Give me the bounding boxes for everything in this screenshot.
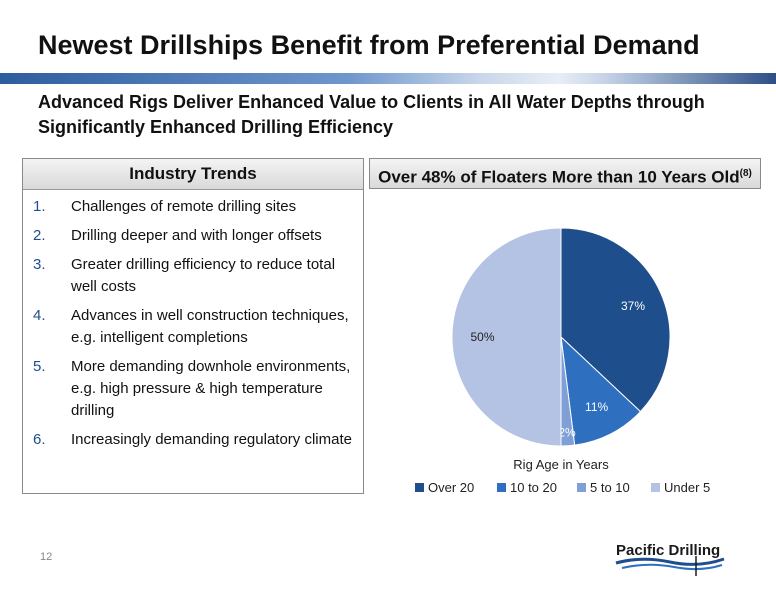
trend-number: 3. (33, 256, 46, 273)
pie-data-label: 37% (621, 299, 645, 313)
pie-data-label: 50% (471, 330, 495, 344)
legend-swatch (415, 483, 424, 492)
chart-heading: Over 48% of Floaters More than 10 Years … (369, 158, 761, 189)
chart-heading-text: Over 48% of Floaters More than 10 Years … (378, 167, 740, 187)
legend-label: 10 to 20 (510, 480, 557, 494)
trend-list: 1. Challenges of remote drilling sites 2. D… (23, 190, 363, 451)
trend-text: Advances in well construction techniques… (71, 307, 349, 346)
legend-swatch (577, 483, 586, 492)
legend-label: Under 5 (664, 480, 710, 494)
trend-text: More demanding downhole environments, e.… (71, 358, 351, 419)
trend-item: 3. Greater drilling efficiency to reduce … (23, 254, 363, 298)
legend-swatch (651, 483, 660, 492)
legend-label: 5 to 10 (590, 480, 630, 494)
trend-text: Increasingly demanding regulatory climat… (71, 431, 352, 448)
pacific-drilling-logo: Pacific Drilling (615, 542, 725, 576)
industry-trends-panel: Industry Trends 1. Challenges of remote d… (22, 158, 364, 494)
industry-trends-heading: Industry Trends (23, 159, 363, 190)
legend-label: Over 20 (428, 480, 474, 494)
slide-title: Newest Drillships Benefit from Preferent… (38, 30, 700, 60)
pie-slice (560, 227, 671, 413)
legend-entry: Over 20 (415, 480, 474, 494)
trend-text: Challenges of remote drilling sites (71, 198, 297, 215)
pie-slice (560, 335, 642, 446)
trend-item: 2. Drilling deeper and with longer offset… (23, 225, 363, 247)
trend-number: 4. (33, 307, 46, 324)
trend-item: 1. Challenges of remote drilling sites (23, 196, 363, 218)
legend-entry: 10 to 20 (497, 480, 557, 494)
pie-data-label: 11% (585, 400, 608, 414)
trend-number: 6. (33, 431, 46, 448)
trend-number: 1. (33, 198, 46, 215)
trend-number: 2. (33, 227, 46, 244)
legend-entry: 5 to 10 (577, 480, 630, 494)
trend-text: Drilling deeper and with longer offsets (71, 227, 322, 244)
logo-text: Pacific Drilling (616, 542, 720, 559)
chart-title: Rig Age in Years (513, 457, 609, 472)
pie-data-label: 2% (558, 426, 576, 440)
chart-heading-footnote: (8) (739, 168, 752, 179)
trend-text: Greater drilling efficiency to reduce to… (71, 256, 336, 295)
chart-panel: Over 48% of Floaters More than 10 Years … (369, 158, 761, 494)
header-band (0, 73, 776, 84)
legend-entry: Under 5 (651, 480, 710, 494)
trend-item: 5. More demanding downhole environments, … (23, 356, 363, 422)
trend-item: 4. Advances in well construction techniqu… (23, 305, 363, 349)
legend-swatch (497, 483, 506, 492)
page-number: 12 (40, 551, 53, 563)
trend-number: 5. (33, 358, 46, 375)
slide-subtitle: Advanced Rigs Deliver Enhanced Value to … (38, 92, 705, 137)
trend-item: 6. Increasingly demanding regulatory clim… (23, 429, 363, 451)
pie-chart: 37% 11% 2% 50% Rig Age in Years Over 20 10 to … (415, 227, 710, 494)
pie-slice (451, 227, 562, 447)
